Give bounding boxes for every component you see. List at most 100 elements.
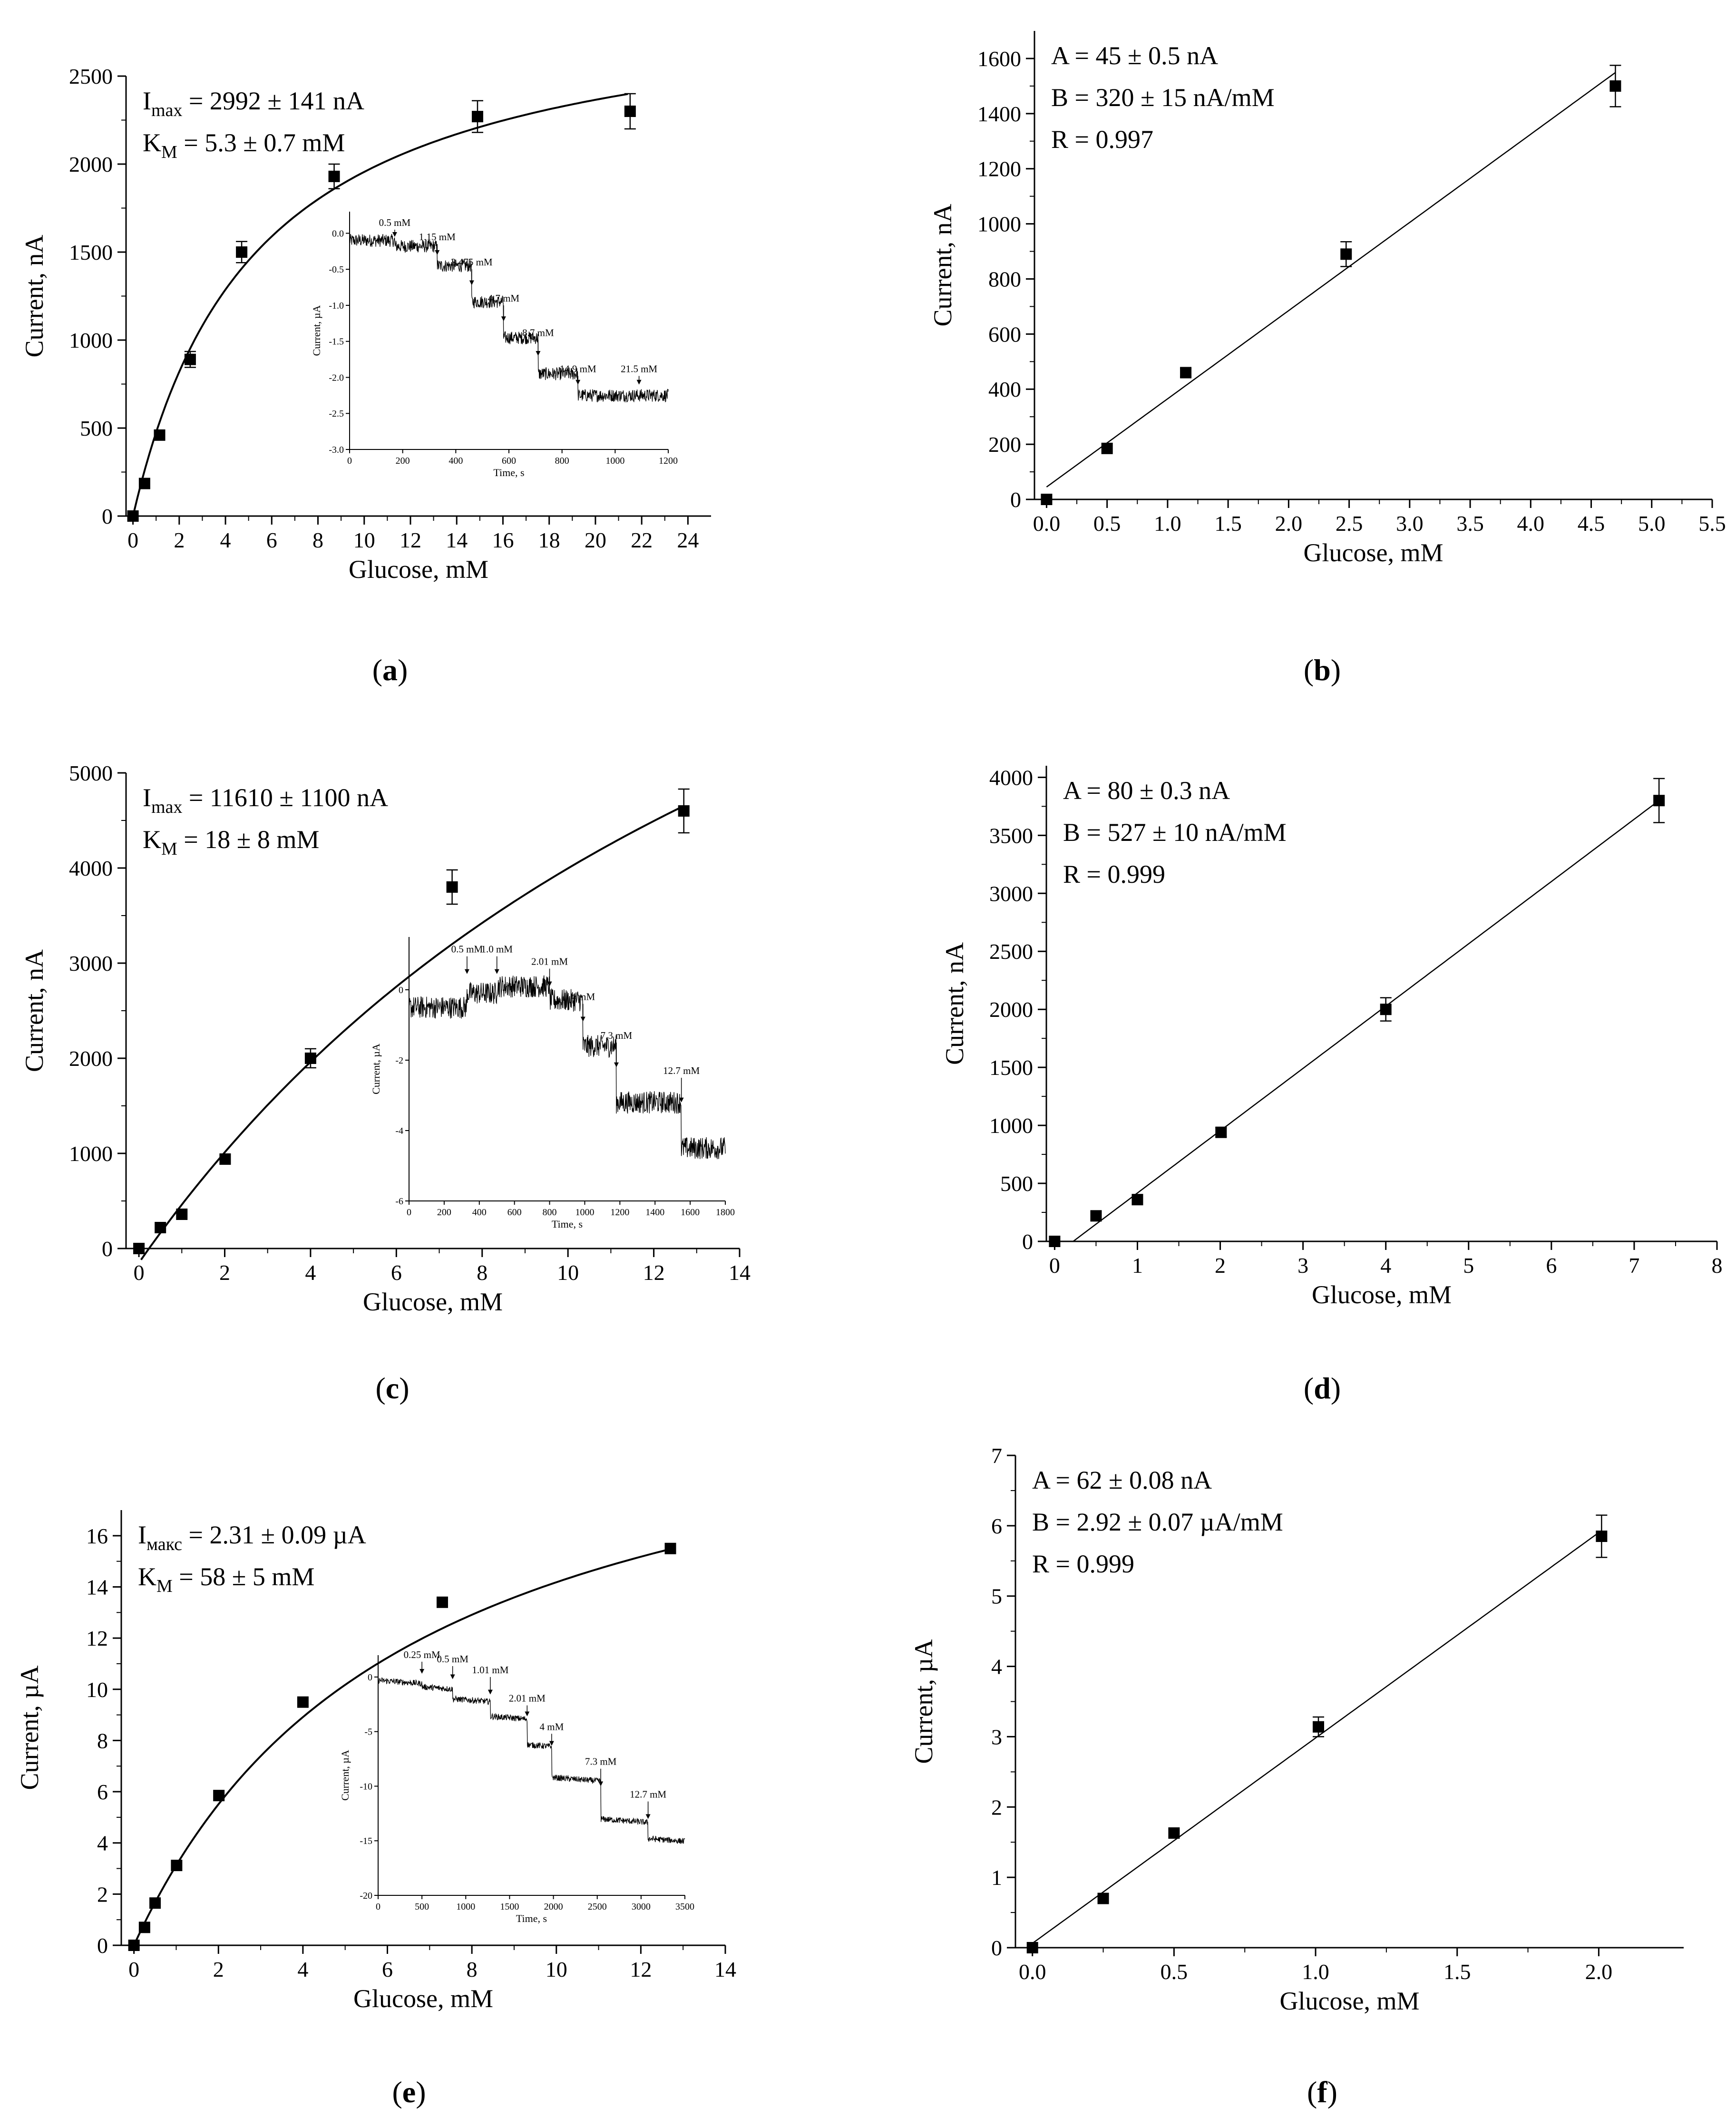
data-point (1101, 442, 1113, 454)
x-tick-label: 2.0 (1275, 511, 1303, 536)
y-tick-label: 1000 (989, 1113, 1033, 1138)
annotation-rest: = 2992 ± 141 nA (182, 87, 364, 115)
x-tick-label: 3.5 (1456, 511, 1484, 536)
x-tick-label: 12 (400, 528, 421, 552)
panel-a: 0 2 4 6 8 10 12 14 16 18 20 22 240500100015002000250… (20, 64, 711, 687)
panel-label-letter: e (402, 2075, 416, 2109)
x-tick-label: 0 (1049, 1253, 1060, 1278)
inset-arrow-head (501, 316, 506, 322)
y-tick-label: 3000 (69, 951, 113, 976)
x-tick-label: 6 (266, 528, 277, 552)
data-point (1090, 1210, 1102, 1222)
y-tick-label: 800 (988, 267, 1021, 291)
x-tick-label: 20 (585, 528, 606, 552)
inset-step-label: 1.15 mM (419, 231, 456, 243)
annotation-rest: = 18 ± 8 mM (177, 825, 320, 854)
inset-y-tick-label: -10 (360, 1781, 372, 1792)
inset-arrow-head (392, 232, 397, 237)
inset-x-tick-label: 200 (437, 1207, 451, 1218)
inset-y-tick-label: -1.0 (329, 301, 344, 311)
panel-label: (c) (375, 1371, 409, 1405)
inset-trace (378, 1677, 685, 1844)
annotation-sub: M (161, 142, 177, 162)
data-point (138, 478, 150, 489)
data-point (1340, 248, 1352, 260)
inset-x-tick-label: 1200 (659, 456, 678, 466)
y-tick-label: 2000 (989, 997, 1033, 1022)
annotation-main: R = 0.999 (1032, 1550, 1134, 1578)
x-tick-label: 2 (174, 528, 185, 552)
x-tick-label: 8 (1712, 1253, 1723, 1278)
inset-x-tick-label: 500 (415, 1902, 429, 1912)
x-tick-label: 10 (546, 1957, 567, 1981)
inset-trace (409, 975, 726, 1160)
inset-x-title: Time, s (552, 1218, 583, 1230)
y-tick-label: 6 (991, 1514, 1002, 1538)
inset-arrow-head (547, 981, 552, 986)
data-point (1653, 795, 1665, 807)
inset-step-label: 2.01 mM (531, 956, 568, 967)
x-tick-label: 14 (729, 1260, 751, 1285)
fit-annotation: KM = 18 ± 8 mM (143, 825, 319, 859)
inset-x-tick-label: 3500 (675, 1902, 694, 1912)
fit-annotation: R = 0.999 (1063, 860, 1165, 888)
inset-y-tick-label: -5 (364, 1727, 372, 1737)
x-tick-label: 12 (630, 1957, 652, 1981)
fit-annotation: A = 45 ± 0.5 nA (1051, 41, 1218, 70)
annotation-main: I (143, 87, 151, 115)
y-tick-label: 1000 (69, 328, 113, 352)
panel-e: 0 2 4 6 8 10 12 14 0 2 4 6 8 10 12 14 16 Glucose, mM Curre… (15, 1510, 736, 2109)
data-point (1097, 1893, 1109, 1904)
y-tick-label: 4 (991, 1655, 1002, 1679)
data-point (1049, 1236, 1061, 1247)
data-point (1313, 1721, 1325, 1733)
panel-label-open: ( (1304, 653, 1314, 687)
inset-arrow-head (679, 1097, 684, 1102)
inset-step-label: 2.01 mM (509, 1693, 546, 1704)
inset-x-tick-label: 400 (449, 456, 463, 466)
x-tick-label: 24 (677, 528, 699, 552)
panel-c: 0 2 4 6 8 10 12 14010002000300040005000Glucose,… (20, 761, 751, 1405)
annotation-main: A = 45 ± 0.5 nA (1051, 41, 1218, 70)
x-tick-label: 1.0 (1302, 1960, 1329, 1984)
annotation-rest: = 2.31 ± 0.09 µA (182, 1521, 366, 1549)
inset-x-title: Time, s (493, 467, 524, 478)
y-tick-label: 4000 (69, 856, 113, 880)
x-tick-label: 2 (1215, 1253, 1226, 1278)
data-point (1609, 80, 1621, 92)
y-tick-label: 16 (86, 1524, 108, 1548)
inset-y-tick-label: 0.0 (332, 228, 344, 239)
y-tick-label: 4000 (989, 765, 1033, 790)
annotation-main: B = 527 ± 10 nA/mM (1063, 818, 1287, 847)
y-tick-label: 3000 (989, 881, 1033, 906)
inset-x-tick-label: 0 (407, 1207, 411, 1218)
x-tick-label: 4.5 (1578, 511, 1605, 536)
data-point (1131, 1194, 1143, 1206)
x-tick-label: 12 (643, 1260, 665, 1285)
annotation-main: B = 2.92 ± 0.07 µA/mM (1032, 1508, 1283, 1536)
y-tick-label: 2000 (69, 152, 113, 176)
inset-y-tick-label: 0 (399, 985, 403, 995)
panel-label-open: ( (1307, 2075, 1317, 2109)
fit-annotation: R = 0.999 (1032, 1550, 1134, 1578)
y-tick-label: 3500 (989, 823, 1033, 848)
data-point (219, 1153, 231, 1165)
x-tick-label: 18 (538, 528, 560, 552)
inset-chronoamperogram: 0 500 1000 1500 2000 2500 3000 3500 -20 -15 -10 -5 0… (339, 1649, 694, 1924)
data-point (664, 1542, 676, 1554)
annotation-main: B = 320 ± 15 nA/mM (1051, 83, 1275, 112)
inset-x-tick-label: 0 (376, 1902, 380, 1912)
data-point (436, 1596, 448, 1608)
inset-x-tick-label: 600 (507, 1207, 522, 1218)
data-point (446, 881, 458, 893)
x-tick-label: 2.0 (1585, 1960, 1613, 1984)
x-tick-label: 14 (446, 528, 468, 552)
inset-y-title: Current, µA (311, 305, 322, 356)
panel-label-close: ) (1331, 1371, 1341, 1405)
x-tick-label: 3 (1297, 1253, 1308, 1278)
inset-arrow-head (580, 1016, 585, 1022)
annotation-rest: = 58 ± 5 mM (173, 1562, 315, 1591)
inset-x-tick-label: 1200 (610, 1207, 629, 1218)
inset-arrow-head (435, 250, 440, 255)
inset-step-label: 4 mM (540, 1721, 564, 1732)
